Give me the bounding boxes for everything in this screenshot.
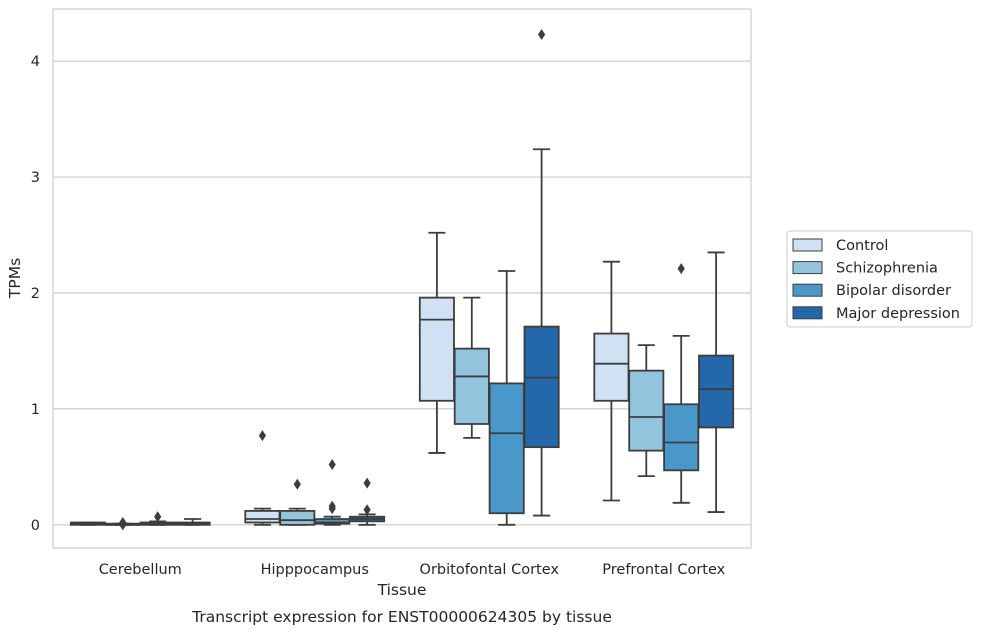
box: [453, 296, 490, 439]
outlier-point: [328, 459, 336, 471]
legend-swatch: [792, 306, 823, 320]
x-tick-label: Cerebellum: [99, 562, 182, 578]
legend-swatch: [792, 238, 823, 252]
box: [69, 521, 106, 526]
box-body: [244, 510, 281, 524]
outlier-point: [328, 503, 336, 515]
box: [174, 518, 211, 526]
box: [314, 459, 351, 526]
y-tick-label: 2: [31, 286, 40, 302]
box-body: [488, 382, 525, 515]
x-axis-label: Tissue: [377, 581, 427, 599]
legend-label: Bipolar disorder: [836, 283, 951, 299]
plot-area: [52, 8, 752, 549]
box-body: [698, 354, 735, 429]
x-tick-label: Prefrontal Cortex: [602, 562, 725, 578]
box: [593, 260, 630, 502]
box: [523, 29, 560, 517]
box-body: [418, 296, 455, 402]
box-body: [453, 347, 490, 425]
legend-frame: [786, 230, 973, 328]
box-body: [279, 510, 316, 526]
box-body: [523, 325, 560, 449]
y-tick-label: 0: [31, 518, 40, 534]
box: [663, 263, 700, 504]
outlier-point: [363, 504, 371, 516]
y-tick-label: 1: [31, 402, 40, 418]
box: [139, 511, 176, 526]
box: [418, 231, 455, 454]
legend-swatch: [792, 283, 823, 297]
y-axis-label: TPMs: [6, 258, 24, 299]
box: [279, 478, 316, 526]
y-axis-ticks: 0 1 2 3 4: [31, 54, 40, 534]
box: [628, 344, 665, 478]
box: [488, 270, 525, 526]
boxes: [69, 29, 735, 531]
legend-label: Control: [836, 238, 888, 254]
outlier-point: [293, 478, 301, 490]
outlier-point: [154, 511, 162, 523]
box-body: [593, 332, 630, 402]
outlier-point: [538, 29, 546, 41]
y-tick-label: 3: [31, 170, 40, 186]
outlier-point: [119, 519, 127, 531]
legend-label: Major depression: [836, 306, 960, 322]
legend: Control Schizophrenia Bipolar disorder Majo…: [786, 230, 973, 328]
y-tick-label: 4: [31, 54, 40, 70]
x-axis-ticks: Cerebellum Hipppocampus Orbitofontal Corte…: [99, 562, 726, 578]
box: [698, 251, 735, 513]
box: [244, 430, 281, 526]
box: [349, 477, 386, 526]
legend-label: Schizophrenia: [836, 261, 938, 277]
chart-caption: Transcript expression for ENST0000062430…: [191, 608, 612, 626]
outlier-point: [677, 263, 685, 275]
box-body: [663, 403, 700, 472]
outlier-point: [363, 477, 371, 489]
box: [104, 516, 141, 531]
legend-swatch: [792, 261, 823, 275]
x-tick-label: Orbitofontal Cortex: [420, 562, 560, 578]
outlier-point: [258, 430, 266, 442]
x-tick-label: Hipppocampus: [261, 562, 369, 578]
box-body: [628, 369, 665, 452]
